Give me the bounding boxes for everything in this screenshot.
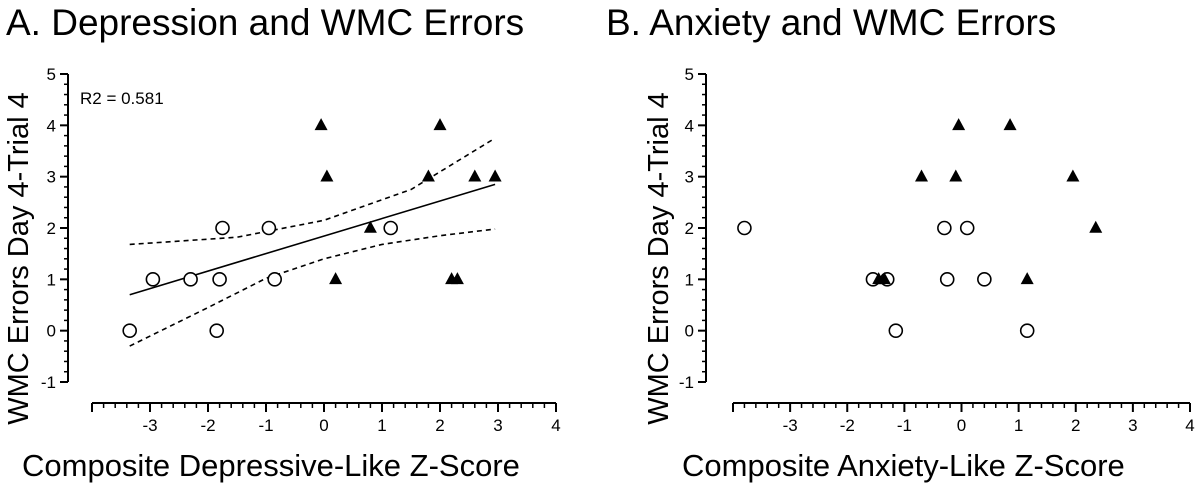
filled-triangle-point: [329, 272, 343, 285]
filled-triangle-point: [877, 272, 891, 285]
open-circle-point: [737, 220, 752, 236]
y-axis-label: WMC Errors Day 4-Trial 4: [3, 92, 35, 424]
x-tick-label: 0: [319, 416, 328, 435]
x-tick-label: 4: [551, 416, 560, 435]
x-tick-label: 0: [957, 416, 966, 435]
y-tick-label: 2: [685, 219, 694, 238]
y-tick-label: 1: [47, 270, 56, 289]
open-circle-point: [261, 220, 277, 236]
x-tick-label: 4: [1185, 416, 1194, 435]
x-tick-label: -2: [840, 416, 855, 435]
filled-triangle-point: [314, 118, 328, 131]
open-circle-point: [959, 220, 975, 236]
y-tick-label: 2: [47, 219, 56, 238]
open-circle-point: [122, 323, 137, 338]
x-tick-label: 3: [1128, 416, 1137, 435]
open-circle-point: [145, 272, 161, 287]
filled-triangle-point: [1089, 220, 1103, 233]
open-circle-point: [888, 323, 904, 338]
filled-triangle-point: [468, 169, 482, 182]
open-circle-point: [383, 220, 399, 236]
open-circle-point: [1019, 323, 1035, 338]
x-tick-label: 3: [493, 416, 502, 435]
open-circle-point: [937, 220, 952, 236]
r-squared-annotation: R2 = 0.581: [80, 89, 164, 108]
filled-triangle-point: [1066, 169, 1080, 182]
filled-triangle-point: [1020, 272, 1034, 285]
y-tick-label: -1: [41, 373, 56, 392]
filled-triangle-point: [450, 272, 464, 285]
filled-triangle-point: [949, 169, 963, 182]
x-tick-label: -3: [783, 416, 798, 435]
open-circle-point: [183, 272, 198, 287]
chart-title: B. Anxiety and WMC Errors: [606, 2, 1057, 43]
y-tick-label: 1: [685, 270, 694, 289]
x-tick-label: 2: [1071, 416, 1080, 435]
filled-triangle-point: [1003, 118, 1017, 131]
x-tick-label: -1: [897, 416, 912, 435]
x-axis-label: Composite Anxiety-Like Z-Score: [682, 448, 1125, 483]
y-tick-label: -1: [679, 373, 694, 392]
confidence-band-lower: [129, 228, 496, 347]
x-tick-label: -3: [142, 416, 157, 435]
x-tick-label: 1: [1014, 416, 1023, 435]
y-tick-label: 5: [47, 65, 56, 84]
filled-triangle-point: [421, 169, 435, 182]
y-tick-label: 0: [47, 322, 56, 341]
y-tick-label: 5: [685, 65, 694, 84]
filled-triangle-point: [488, 169, 502, 182]
x-tick-label: 2: [435, 416, 444, 435]
confidence-band-upper: [129, 137, 496, 246]
y-tick-label: 3: [47, 168, 56, 187]
filled-triangle-point: [915, 169, 929, 182]
scatter-plot-a: -1 0 1 2 3 4 5 -3 -2 -1 0 1 2 3 4 WMC Errors Day 4-Tria…: [3, 65, 561, 435]
filled-triangle-point: [433, 118, 447, 131]
filled-triangle-point: [363, 220, 377, 233]
open-circle-point: [939, 272, 955, 287]
chart-title: A. Depression and WMC Errors: [6, 2, 525, 43]
y-tick-label: 3: [685, 168, 694, 187]
x-axis-label: Composite Depressive-Like Z-Score: [22, 448, 520, 483]
open-circle-point: [267, 272, 283, 287]
y-tick-label: 4: [685, 116, 694, 135]
panel-a: A. Depression and WMC Errors -1 0 1 2 3 4 5 -3-…: [3, 2, 561, 483]
x-tick-label: 1: [377, 416, 386, 435]
open-circle-point: [212, 272, 227, 287]
open-circle-point: [209, 323, 224, 338]
open-circle-point: [977, 272, 992, 287]
y-axis-label: WMC Errors Day 4-Trial 4: [643, 92, 675, 424]
scatter-plot-b: -1 0 1 2 3 4 5 -3 -2 -1 0 1 2 3 4 WMC Errors Day 4-Tria…: [643, 65, 1195, 435]
x-tick-label: -2: [200, 416, 215, 435]
y-tick-label: 4: [47, 116, 56, 135]
open-circle-point: [215, 220, 230, 236]
filled-triangle-point: [320, 169, 334, 182]
panel-b: B. Anxiety and WMC Errors -1 0 1 2 3 4 5 -3 -2 -1…: [600, 0, 1200, 492]
y-tick-label: 0: [685, 322, 694, 341]
x-tick-label: -1: [258, 416, 273, 435]
filled-triangle-point: [952, 118, 966, 131]
